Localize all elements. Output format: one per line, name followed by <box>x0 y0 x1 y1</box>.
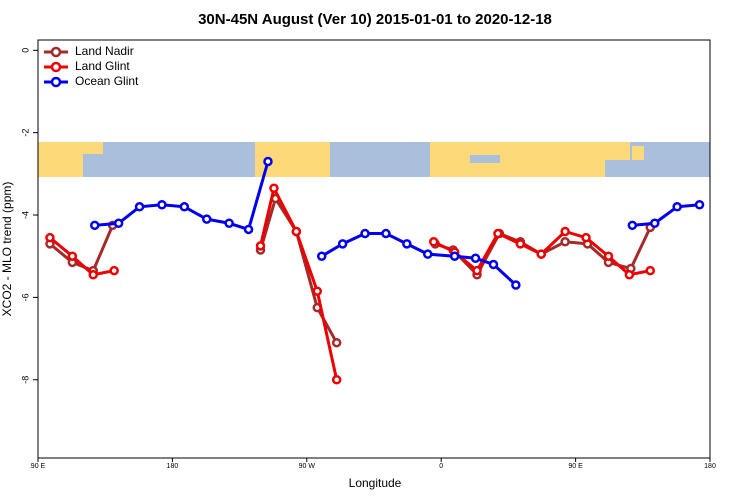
data-point <box>428 237 439 247</box>
data-point <box>157 199 167 210</box>
data-point <box>627 220 638 231</box>
data-point <box>694 199 705 210</box>
data-point <box>201 214 212 224</box>
land-japan <box>632 146 644 160</box>
land-japan <box>83 142 103 154</box>
data-point <box>423 249 433 259</box>
data-point <box>316 251 327 261</box>
series-line <box>48 183 651 381</box>
land-east-asia <box>605 142 630 160</box>
data-point <box>134 202 145 212</box>
y-tick-label: -4 <box>20 211 30 219</box>
data-point <box>449 251 460 261</box>
y-tick-label: -6 <box>20 293 30 301</box>
land-eurasia-africa <box>430 142 605 177</box>
legend-label: Land Nadir <box>75 44 134 58</box>
x-tick-label: 90 E <box>31 463 46 470</box>
y-tick-label: -8 <box>20 376 30 384</box>
data-point <box>381 228 391 239</box>
data-point <box>269 183 279 194</box>
data-point <box>402 239 412 249</box>
legend-marker <box>50 76 62 88</box>
data-point <box>472 265 482 276</box>
x-axis-label: Longitude <box>349 476 402 490</box>
series-line <box>48 194 652 344</box>
y-tick-label: -2 <box>20 129 30 137</box>
legend-marker <box>50 46 62 58</box>
legend-label: Land Glint <box>75 59 130 73</box>
x-tick-label: 90 E <box>568 463 583 470</box>
map-band <box>38 142 710 177</box>
data-point <box>331 375 342 385</box>
data-point <box>224 218 234 229</box>
data-point <box>536 249 547 259</box>
data-point <box>649 218 660 229</box>
data-point <box>89 220 100 231</box>
data-point <box>624 269 635 280</box>
data-point <box>109 265 119 276</box>
data-point <box>560 226 570 237</box>
data-point <box>312 286 323 296</box>
x-tick-label: 0 <box>439 463 443 470</box>
data-point <box>603 251 614 261</box>
data-point <box>511 280 521 290</box>
y-axis-label: XCO2 - MLO trend (ppm) <box>0 182 14 317</box>
data-point <box>88 269 99 280</box>
data-point <box>560 237 570 247</box>
data-point <box>515 239 526 249</box>
data-point <box>67 251 78 261</box>
data-point <box>331 337 342 348</box>
x-tick-label: 180 <box>704 463 716 470</box>
data-point <box>337 239 348 249</box>
data-point <box>255 241 266 251</box>
y-tick-label: 0 <box>20 48 30 53</box>
data-point <box>263 156 273 167</box>
chart-title: 30N-45N August (Ver 10) 2015-01-01 to 20… <box>198 11 552 28</box>
data-point <box>45 232 55 243</box>
legend-marker <box>50 61 62 73</box>
data-point <box>581 232 591 243</box>
land-asia <box>38 142 83 177</box>
data-point <box>113 218 124 229</box>
data-point <box>360 228 370 239</box>
legend-label: Ocean Glint <box>75 74 139 88</box>
data-point <box>243 224 254 235</box>
data-point <box>488 259 499 270</box>
data-point <box>291 226 302 237</box>
data-point <box>672 202 682 212</box>
data-point <box>179 202 190 212</box>
plot-frame <box>37 39 711 459</box>
data-point <box>645 265 656 276</box>
data-point <box>493 228 503 239</box>
sea-mediterranean <box>470 155 500 163</box>
x-tick-label: 180 <box>167 463 179 470</box>
data-point <box>470 253 481 264</box>
x-tick-label: 90 W <box>299 463 316 470</box>
